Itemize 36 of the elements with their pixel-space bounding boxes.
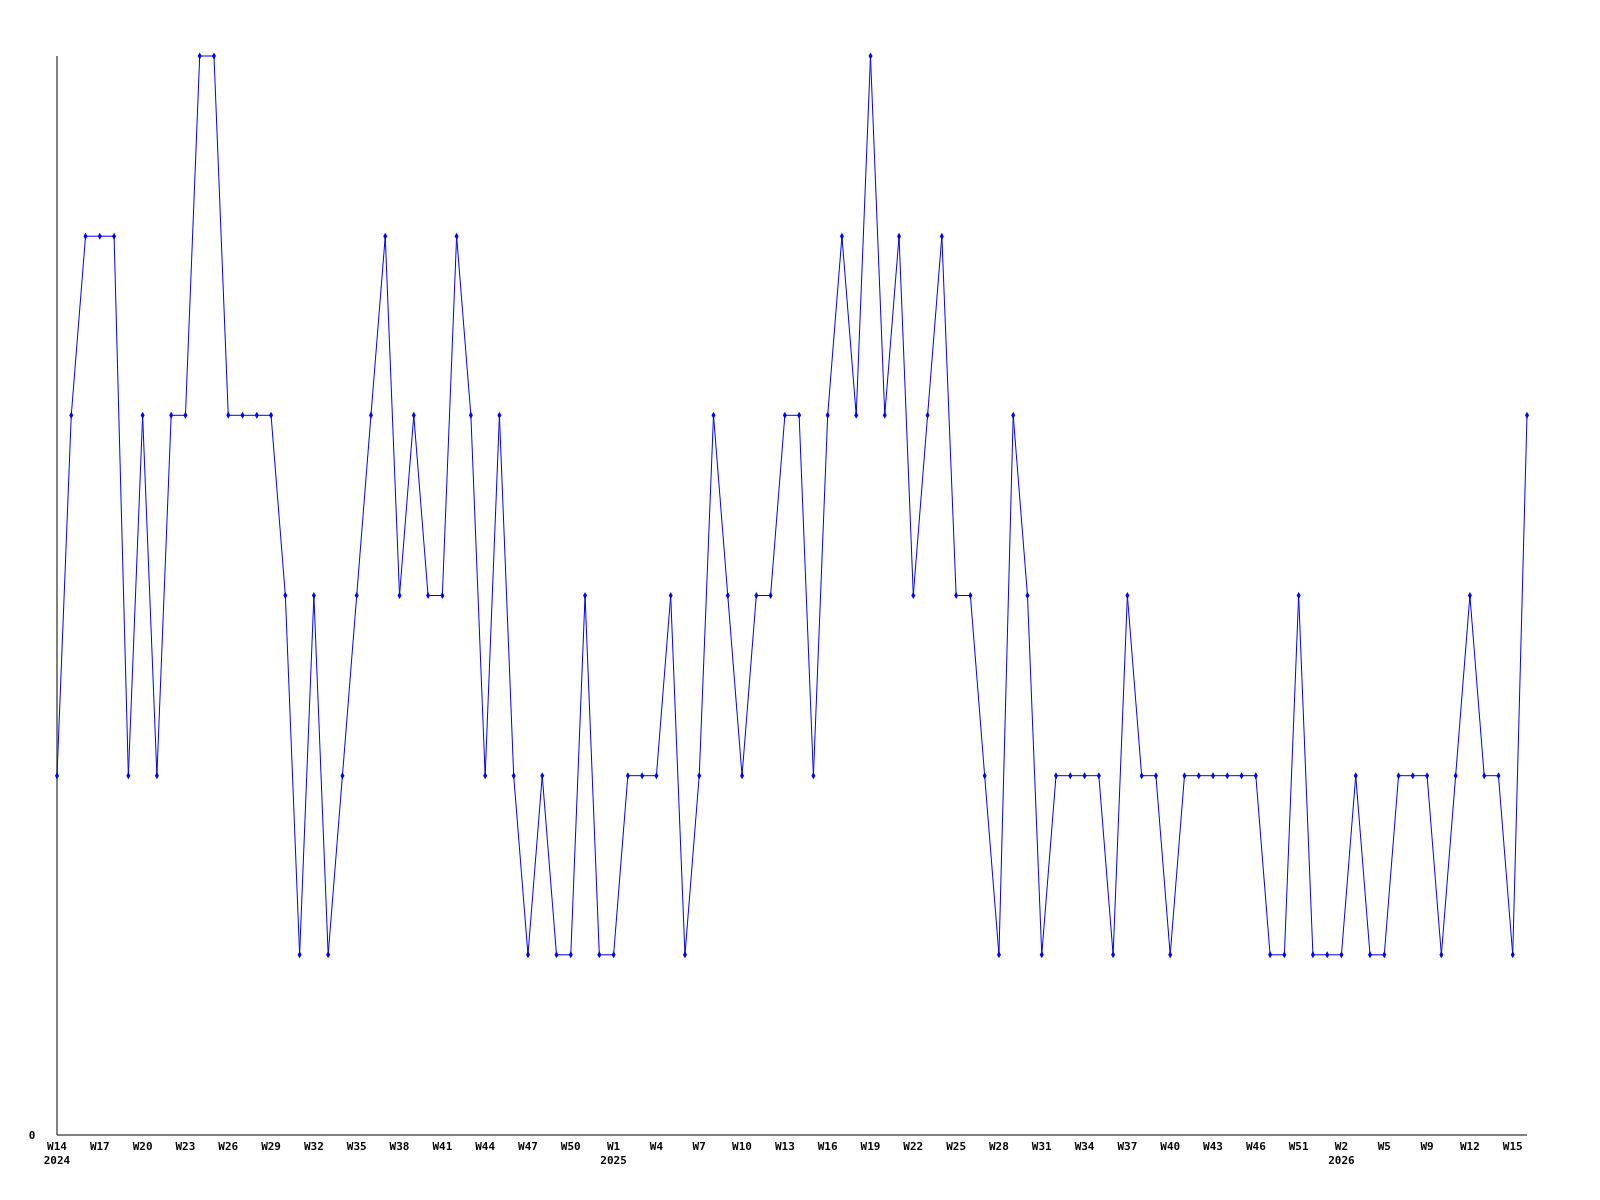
x-tick-label: W32	[303, 1140, 324, 1153]
x-tick-label: W20	[132, 1140, 153, 1153]
x-tick-label: W35	[346, 1140, 367, 1153]
x-tick-label: W10	[732, 1140, 752, 1153]
x-tick-label: W17	[89, 1140, 110, 1153]
x-tick-label: W23	[175, 1140, 196, 1153]
x-tick-label: W5	[1377, 1140, 1391, 1153]
x-tick-label: W7	[692, 1140, 706, 1153]
x-tick-label: W12	[1459, 1140, 1480, 1153]
x-tick-label: W9	[1420, 1140, 1434, 1153]
x-tick-label: W28	[989, 1140, 1009, 1153]
x-tick-label: W13	[774, 1140, 795, 1153]
x-tick-label: W16	[817, 1140, 838, 1153]
x-tick-label: W34	[1074, 1140, 1095, 1153]
x-tick-label: W44	[475, 1140, 496, 1153]
x-tick-label: W31	[1031, 1140, 1053, 1153]
x-tick-label: W43	[1203, 1140, 1223, 1153]
text: 0	[28, 1129, 36, 1142]
x-tick-label: W46	[1245, 1140, 1267, 1153]
x-tick-label: W38	[389, 1140, 410, 1153]
x-tick-label: W37	[1117, 1140, 1138, 1153]
x-tick-label: W1 2025	[600, 1140, 627, 1167]
x-tick-label: W50	[560, 1140, 581, 1153]
x-tick-label: W14 2024	[43, 1140, 71, 1167]
x-tick-label: W19	[860, 1140, 881, 1153]
x-tick-label: W2 2026	[1328, 1140, 1356, 1167]
x-tick-label: W22	[903, 1140, 924, 1153]
x-tick-label: W26	[218, 1140, 239, 1153]
x-tick-label: W29	[261, 1140, 282, 1153]
x-tick-label: W47	[518, 1140, 538, 1153]
x-tick-label: W41	[432, 1140, 453, 1153]
x-tick-label: W40	[1160, 1140, 1181, 1153]
x-tick-label: W15	[1502, 1140, 1523, 1153]
x-tick-label: W51	[1288, 1140, 1309, 1153]
x-tick-label: W4	[649, 1140, 664, 1153]
x-tick-label: W25	[946, 1140, 967, 1153]
